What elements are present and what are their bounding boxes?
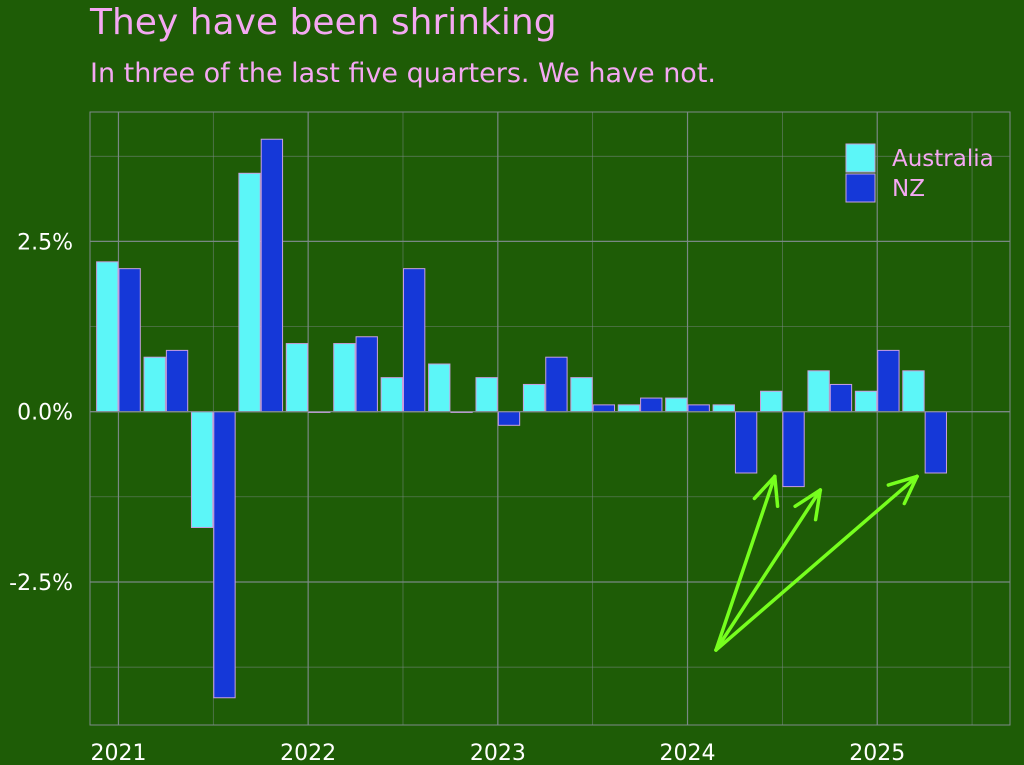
bar-australia-16 (854, 390, 878, 413)
bar-australia-1 (143, 356, 166, 413)
plot-frame (89, 111, 1011, 726)
bar-australia-17 (902, 370, 925, 413)
bar-australia-12 (665, 397, 688, 413)
legend: Australia NZ (845, 143, 994, 203)
chart-subtitle: In three of the last five quarters. We h… (90, 58, 716, 89)
annotation-arrow-0 (714, 474, 780, 652)
bar-australia-0 (96, 261, 119, 413)
bar-nz-2 (213, 411, 236, 699)
legend-label-australia: Australia (892, 146, 994, 172)
x-tick-label: 2022 (280, 741, 336, 765)
bar-nz-5 (355, 336, 378, 413)
bar-australia-6 (380, 377, 403, 413)
bar-nz-9 (545, 356, 568, 413)
bar-nz-17 (924, 411, 947, 474)
bar-australia-3 (238, 172, 261, 413)
y-tick-label: 2.5% (17, 230, 73, 255)
axis-labels: 2.5% 0.0% -2.5% 2021 2022 2023 2024 2025 (9, 230, 905, 765)
bar-nz-14 (782, 411, 805, 488)
bar-australia-2 (190, 411, 214, 528)
bar-nz-13 (734, 411, 758, 474)
bar-australia-7 (428, 363, 451, 413)
bar-nz-0 (118, 268, 141, 413)
bar-nz-11 (640, 397, 663, 413)
bar-nz-16 (877, 349, 900, 413)
bar-australia-13 (712, 404, 735, 413)
bar-australia-5 (333, 343, 356, 413)
x-tick-label: 2023 (470, 741, 526, 765)
legend-swatch-australia (845, 143, 876, 173)
x-tick-label: 2025 (849, 741, 905, 765)
legend-label-nz: NZ (892, 176, 925, 202)
y-tick-label: -2.5% (9, 571, 73, 596)
bar-australia-9 (522, 383, 546, 413)
bar-australia-10 (570, 377, 593, 413)
bar-australia-14 (760, 390, 783, 413)
bar-nz-3 (260, 138, 284, 413)
legend-swatch-nz (845, 173, 876, 203)
bar-nz-12 (687, 404, 710, 413)
annotation-arrows (714, 474, 919, 652)
y-tick-label: 0.0% (17, 401, 73, 426)
bar-nz-8 (497, 411, 521, 426)
bar-australia-11 (617, 404, 641, 413)
annotation-arrow-2 (714, 474, 919, 652)
x-tick-label: 2024 (660, 741, 716, 765)
bar-nz-15 (829, 383, 853, 413)
annotation-arrow-1 (714, 488, 823, 652)
bar-nz-10 (592, 404, 616, 413)
bar-nz-6 (402, 268, 426, 413)
bar-australia-8 (475, 377, 498, 413)
bar-australia-4 (285, 343, 309, 413)
chart-title: They have been shrinking (90, 2, 557, 43)
bar-nz-1 (165, 349, 189, 413)
bar-marks (90, 138, 1010, 699)
bar-australia-15 (807, 370, 830, 413)
x-tick-label: 2021 (90, 741, 146, 765)
